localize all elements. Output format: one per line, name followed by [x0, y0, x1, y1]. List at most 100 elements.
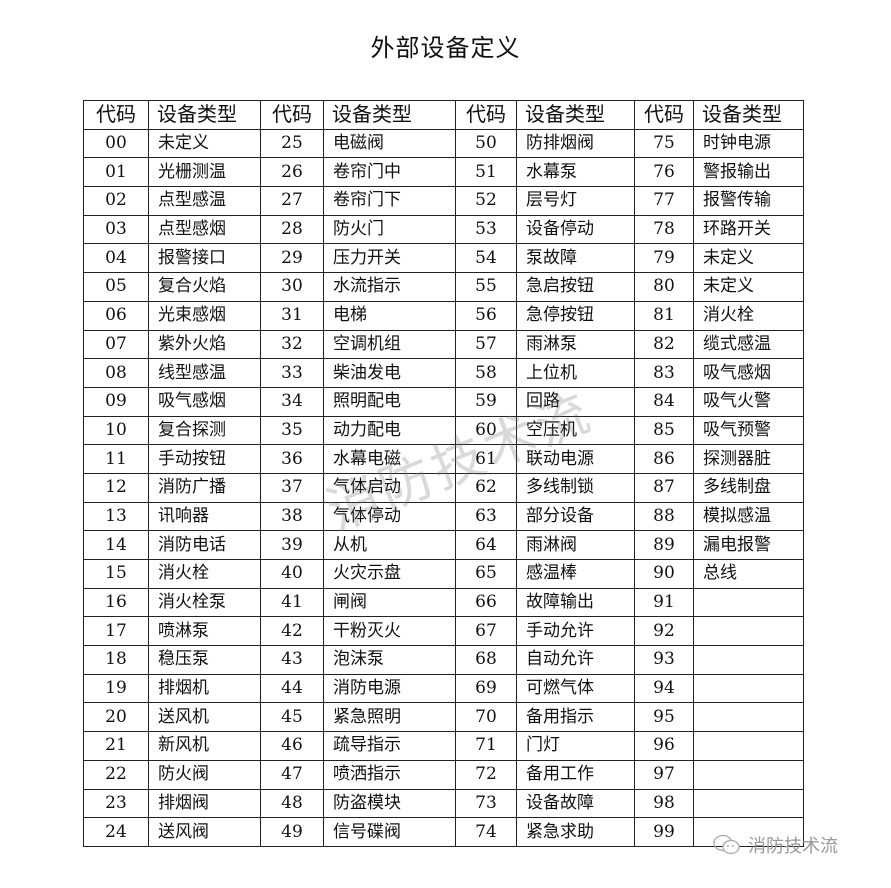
table-row: 18 稳压泵 43 泡沫泵 68 自动允许 93	[83, 645, 804, 675]
cell-code: 28	[260, 214, 324, 245]
table-row: 11 手动按钮 36 水幕电磁 61 联动电源 86 探测器脏	[83, 444, 804, 474]
cell-device-type: 泵故障	[516, 243, 635, 274]
cell-device-type	[693, 731, 804, 761]
cell-device-type: 柴油发电	[323, 358, 456, 388]
cell-code: 85	[634, 415, 694, 446]
cell-device-type: 设备故障	[516, 788, 635, 819]
cell-code: 56	[455, 300, 517, 331]
cell-device-type: 空调机组	[323, 329, 456, 360]
logo-text: 消防技术流	[748, 836, 838, 857]
cell-device-type: 吸气火警	[693, 386, 804, 417]
cell-device-type: 压力开关	[323, 243, 456, 274]
cell-device-type: 消火栓泵	[148, 587, 261, 618]
cell-code: 37	[260, 472, 324, 503]
cell-code: 73	[455, 788, 517, 819]
cell-code: 26	[260, 157, 324, 188]
cell-device-type: 喷洒指示	[323, 759, 456, 790]
cell-device-type: 复合火焰	[148, 272, 261, 302]
cell-code: 71	[455, 731, 517, 761]
cell-device-type: 报警接口	[148, 243, 261, 274]
cell-device-type: 上位机	[516, 358, 635, 388]
page-title: 外部设备定义	[370, 34, 521, 62]
cell-device-type: 新风机	[148, 731, 261, 761]
cell-code: 76	[634, 157, 694, 188]
cell-code: 72	[455, 759, 517, 790]
cell-code: 48	[260, 788, 324, 819]
cell-device-type: 雨淋阀	[516, 530, 635, 560]
cell-code: 09	[83, 386, 149, 417]
cell-device-type: 模拟感温	[693, 501, 804, 532]
cell-device-type: 气体停动	[323, 501, 456, 532]
cell-device-type: 吸气感烟	[148, 386, 261, 417]
cell-device-type: 光栅测温	[148, 157, 261, 188]
cell-device-type: 电梯	[323, 300, 456, 331]
cell-code: 99	[634, 817, 694, 847]
cell-code: 58	[455, 358, 517, 388]
cell-device-type: 时钟电源	[693, 128, 804, 159]
cell-device-type: 线型感温	[148, 358, 261, 388]
cell-device-type: 信号碟阀	[323, 817, 456, 847]
table-row: 03 点型感烟 28 防火门 53 设备停动 78 环路开关	[83, 214, 804, 245]
cell-device-type: 动力配电	[323, 415, 456, 446]
cell-code: 98	[634, 788, 694, 819]
cell-device-type: 故障输出	[516, 587, 635, 618]
cell-code: 78	[634, 214, 694, 245]
cell-code: 46	[260, 731, 324, 761]
cell-device-type: 感温棒	[516, 559, 635, 589]
cell-device-type: 泡沫泵	[323, 645, 456, 675]
cell-device-type: 层号灯	[516, 186, 635, 216]
cell-code: 27	[260, 186, 324, 216]
cell-code: 15	[83, 559, 149, 589]
cell-code: 10	[83, 415, 149, 446]
cell-code: 24	[83, 817, 149, 847]
brand-logo: 消防技术流	[712, 832, 838, 858]
cell-code: 02	[83, 186, 149, 216]
cell-device-type: 闸阀	[323, 587, 456, 618]
cell-code: 31	[260, 300, 324, 331]
table-row: 20 送风机 45 紧急照明 70 备用指示 95	[83, 702, 804, 733]
table-row: 02 点型感温 27 卷帘门下 52 层号灯 77 报警传输	[83, 186, 804, 216]
cell-device-type: 设备停动	[516, 214, 635, 245]
cell-device-type: 回路	[516, 386, 635, 417]
cell-code: 51	[455, 157, 517, 188]
cell-device-type: 可燃气体	[516, 673, 635, 704]
cell-device-type: 备用工作	[516, 759, 635, 790]
cell-code: 81	[634, 300, 694, 331]
cell-code: 39	[260, 530, 324, 560]
cell-device-type: 雨淋泵	[516, 329, 635, 360]
header-code: 代码	[83, 100, 149, 130]
cell-device-type: 急启按钮	[516, 272, 635, 302]
cell-device-type	[693, 645, 804, 675]
cell-device-type: 照明配电	[323, 386, 456, 417]
cell-code: 41	[260, 587, 324, 618]
cell-device-type: 讯响器	[148, 501, 261, 532]
cell-code: 18	[83, 645, 149, 675]
cell-device-type: 手动允许	[516, 616, 635, 647]
cell-code: 00	[83, 128, 149, 159]
cell-device-type: 点型感烟	[148, 214, 261, 245]
cell-device-type: 消防广播	[148, 472, 261, 503]
cell-device-type: 干粉灭火	[323, 616, 456, 647]
cell-code: 22	[83, 759, 149, 790]
table-row: 10 复合探测 35 动力配电 60 空压机 85 吸气预警	[83, 415, 804, 446]
table-row: 09 吸气感烟 34 照明配电 59 回路 84 吸气火警	[83, 386, 804, 417]
cell-device-type: 探测器脏	[693, 444, 804, 474]
cell-code: 52	[455, 186, 517, 216]
cell-device-type: 自动允许	[516, 645, 635, 675]
cell-code: 05	[83, 272, 149, 302]
cell-code: 69	[455, 673, 517, 704]
cell-code: 47	[260, 759, 324, 790]
cell-code: 07	[83, 329, 149, 360]
cell-device-type: 喷淋泵	[148, 616, 261, 647]
cell-device-type: 防火阀	[148, 759, 261, 790]
cell-code: 29	[260, 243, 324, 274]
cell-device-type: 部分设备	[516, 501, 635, 532]
cell-code: 33	[260, 358, 324, 388]
cell-code: 91	[634, 587, 694, 618]
cell-code: 60	[455, 415, 517, 446]
cell-device-type: 水流指示	[323, 272, 456, 302]
cell-code: 38	[260, 501, 324, 532]
cell-code: 49	[260, 817, 324, 847]
cell-code: 92	[634, 616, 694, 647]
cell-code: 89	[634, 530, 694, 560]
